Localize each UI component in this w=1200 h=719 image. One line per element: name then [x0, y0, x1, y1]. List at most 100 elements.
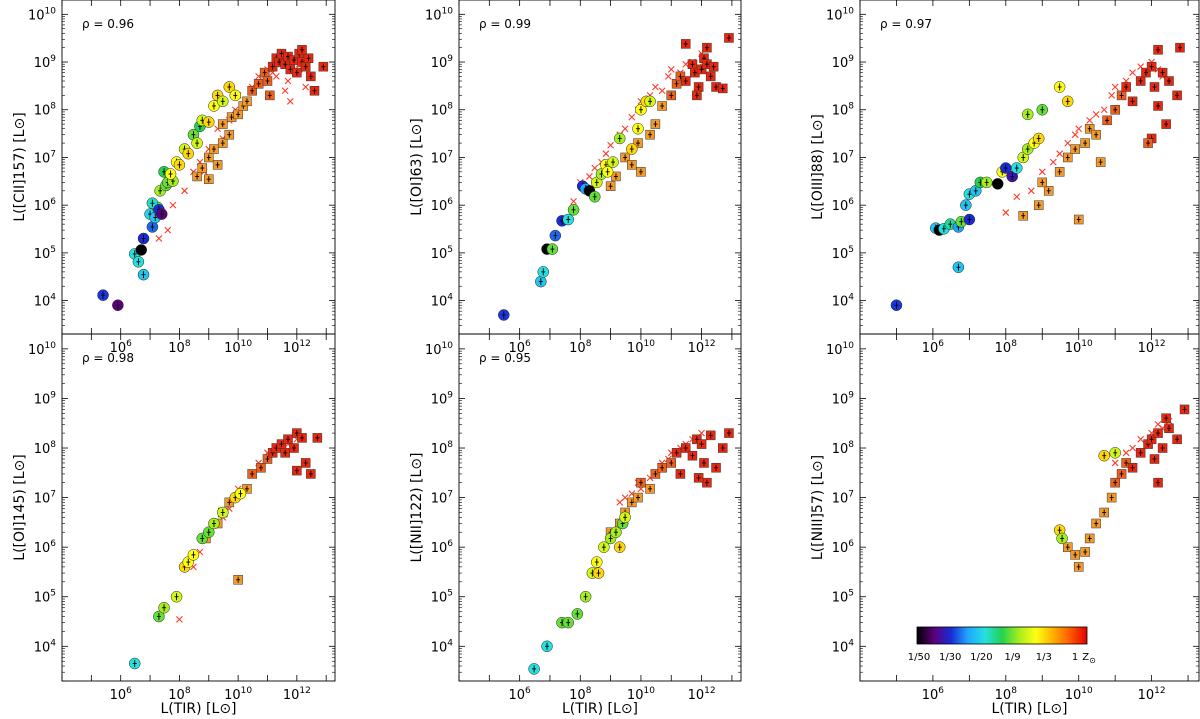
- x-tick-label: 106: [922, 339, 945, 356]
- circle-marker: [146, 221, 159, 233]
- colorbar-tick-label: 1/3: [1036, 652, 1052, 663]
- square-marker: [1127, 96, 1138, 107]
- circle-marker: [1036, 103, 1049, 116]
- y-tick-label: 109: [832, 54, 855, 71]
- square-marker: [292, 465, 302, 476]
- cross-marker: [1129, 69, 1136, 77]
- square-marker: [680, 39, 691, 49]
- cross-marker: [1111, 459, 1119, 467]
- square-marker: [1143, 138, 1153, 148]
- square-marker: [666, 458, 677, 468]
- square-marker: [705, 430, 716, 441]
- circle-marker: [234, 487, 247, 500]
- circle-marker: [528, 663, 540, 675]
- square-marker: [1073, 562, 1084, 572]
- x-tick-label: 106: [509, 339, 532, 356]
- circle-marker: [203, 526, 215, 538]
- x-tick-label: 1010: [224, 686, 252, 703]
- x-tick-label: 108: [168, 686, 191, 703]
- square-marker: [1179, 404, 1190, 415]
- square-marker: [1121, 82, 1131, 92]
- y-axis-label: L([NIII]57) [L⊙]: [810, 455, 826, 560]
- square-marker: [611, 171, 621, 182]
- cross-marker: [586, 173, 593, 180]
- y-tick-label: 1010: [425, 6, 453, 23]
- circle-marker: [1109, 447, 1121, 459]
- square-marker: [209, 144, 219, 154]
- y-tick-label: 106: [832, 539, 855, 556]
- square-marker: [633, 138, 643, 148]
- square-marker: [1149, 454, 1160, 464]
- cross-marker: [302, 83, 310, 91]
- y-tick-label: 105: [34, 245, 56, 262]
- cross-marker: [1111, 83, 1119, 91]
- circle-marker: [1032, 132, 1045, 145]
- correlation-coefficient: ρ = 0.96: [82, 17, 134, 31]
- y-tick-label: 107: [431, 149, 453, 166]
- x-tick-label: 108: [995, 686, 1018, 703]
- y-axis-label: L([OIII]88) [L⊙]: [810, 114, 826, 220]
- cross-marker: [272, 73, 280, 80]
- colorbar-tick-label: 1/50: [908, 652, 930, 663]
- circle-marker: [890, 299, 903, 311]
- colorbar-tick-label: 1/30: [939, 652, 961, 663]
- data-points: [97, 45, 329, 311]
- cross-marker: [1056, 150, 1064, 158]
- square-marker: [718, 443, 728, 453]
- circle-marker: [217, 95, 229, 108]
- correlation-coefficient: ρ = 0.97: [880, 17, 932, 31]
- square-marker: [692, 90, 702, 101]
- square-marker: [1153, 428, 1163, 438]
- y-tick-label: 108: [34, 440, 57, 457]
- square-marker: [645, 129, 655, 140]
- x-tick-label: 106: [110, 339, 133, 356]
- square-marker: [233, 575, 243, 585]
- y-tick-label: 1010: [826, 6, 854, 23]
- square-marker: [645, 484, 655, 494]
- y-tick-label: 106: [34, 539, 57, 556]
- circle-marker: [1056, 532, 1068, 545]
- square-marker: [1172, 434, 1182, 445]
- circle-marker: [164, 168, 177, 180]
- circle-marker: [208, 517, 220, 530]
- cross-marker: [1122, 449, 1130, 457]
- cross-marker: [281, 87, 289, 95]
- cross-marker: [155, 235, 163, 242]
- x-axis-label: L(TIR) [L⊙]: [991, 701, 1067, 717]
- scatter-panel-3: 104 105 106 107 108 109 1010 106 108 1010 1012 L([O…: [810, 0, 1200, 356]
- y-tick-label: 105: [832, 589, 854, 606]
- plot-frame: [859, 0, 1200, 335]
- x-tick-label: 108: [569, 339, 592, 356]
- cross-marker: [1013, 193, 1021, 201]
- circle-marker: [562, 213, 574, 226]
- square-marker: [724, 428, 734, 438]
- data-points: [890, 42, 1185, 311]
- cross-marker: [169, 201, 177, 209]
- square-marker: [724, 33, 734, 43]
- colorbar-gradient: [916, 626, 1088, 645]
- square-marker: [711, 462, 721, 473]
- square-marker: [265, 90, 275, 101]
- square-marker: [297, 433, 307, 443]
- square-marker: [306, 71, 316, 82]
- square-marker: [247, 469, 257, 479]
- square-marker: [1146, 61, 1157, 72]
- circle-marker: [498, 309, 510, 321]
- x-tick-label: 106: [110, 686, 133, 703]
- square-marker: [1091, 129, 1101, 140]
- y-tick-label: 107: [832, 149, 854, 166]
- cross-marker: [1100, 106, 1108, 114]
- square-marker: [620, 152, 630, 163]
- y-tick-label: 107: [832, 490, 854, 507]
- y-tick-label: 109: [34, 390, 57, 407]
- circle-marker: [153, 610, 165, 623]
- circle-marker: [960, 199, 972, 211]
- circle-marker: [155, 208, 168, 220]
- circle-marker: [598, 541, 610, 553]
- square-marker: [687, 59, 698, 69]
- cross-marker: [602, 150, 610, 158]
- colorbar-unit-label: Z⊙: [1082, 652, 1096, 665]
- square-marker: [1164, 76, 1174, 86]
- cross-marker: [658, 87, 666, 95]
- square-marker: [696, 64, 707, 75]
